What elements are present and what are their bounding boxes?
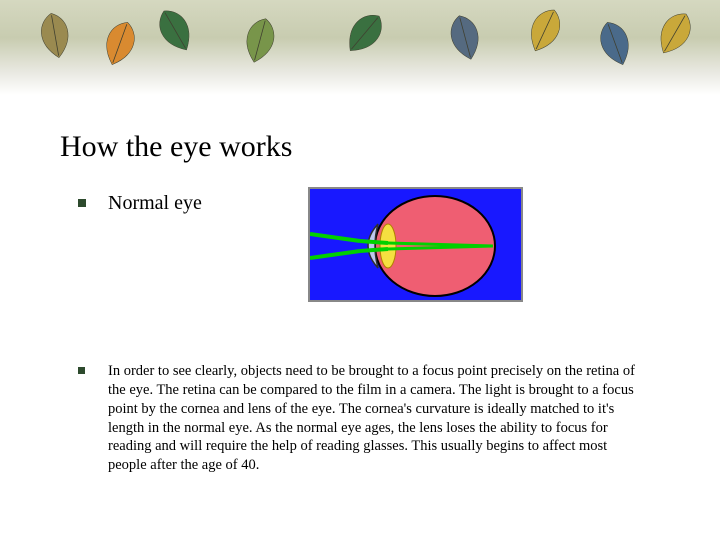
leaf-icon <box>641 0 709 67</box>
subheading-text: Normal eye <box>108 192 298 215</box>
slide-title: How the eye works <box>60 130 660 164</box>
decorative-banner <box>0 0 720 95</box>
square-bullet-icon <box>78 367 85 374</box>
eye-diagram <box>308 187 523 302</box>
leaf-icon <box>512 0 578 63</box>
bullet-row-1: Normal eye <box>60 192 660 302</box>
leaf-icon <box>26 6 84 64</box>
slide-content: How the eye works Normal eye <box>0 95 720 495</box>
leaf-icon <box>434 6 495 67</box>
square-bullet-icon <box>78 199 86 207</box>
body-paragraph: In order to see clearly, objects need to… <box>108 362 638 475</box>
leaf-icon <box>141 0 209 64</box>
leaf-icon <box>330 0 400 68</box>
bullet-row-2: In order to see clearly, objects need to… <box>60 362 660 475</box>
leaf-icon <box>583 11 647 75</box>
leaf-icon <box>229 9 290 70</box>
